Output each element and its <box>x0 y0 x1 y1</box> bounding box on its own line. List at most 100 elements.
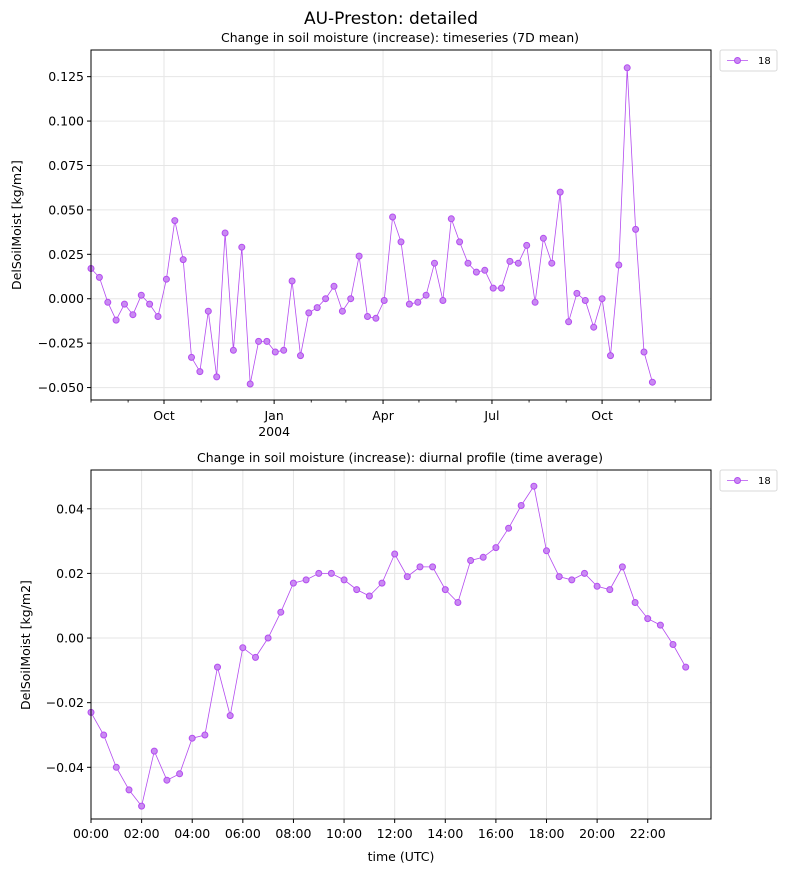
data-point <box>150 747 158 755</box>
data-point <box>573 289 581 297</box>
data-point <box>229 346 237 354</box>
data-point <box>590 323 598 331</box>
data-point <box>129 311 137 319</box>
data-point <box>277 608 285 616</box>
x-tick-label: 04:00 <box>174 826 210 841</box>
x-tick-label: 14:00 <box>427 826 463 841</box>
diurnal-legend: 18 <box>719 469 778 492</box>
data-point <box>618 563 626 571</box>
data-point <box>543 547 550 555</box>
x-tick-label: 20:00 <box>579 826 615 841</box>
diurnal-ylabel: DelSoilMoist [kg/m2] <box>18 580 33 710</box>
diurnal-xlabel: time (UTC) <box>368 849 435 864</box>
data-point <box>403 573 411 581</box>
data-point <box>221 229 229 237</box>
data-point <box>565 318 573 326</box>
y-tick-label: 0.000 <box>48 291 84 306</box>
data-point <box>347 295 355 303</box>
data-point <box>389 213 397 221</box>
data-point <box>598 295 606 303</box>
data-point <box>288 277 296 285</box>
data-point <box>623 64 631 72</box>
data-point <box>431 259 438 267</box>
y-tick-label: 0.125 <box>48 69 84 84</box>
data-point <box>252 653 259 661</box>
y-tick-label: −0.02 <box>46 695 84 710</box>
data-point <box>555 573 563 581</box>
diurnal-line <box>90 485 687 808</box>
data-point <box>255 337 263 345</box>
data-point <box>179 256 187 264</box>
data-point <box>137 291 145 299</box>
timeseries-series <box>87 64 656 388</box>
y-tick-label: 0.100 <box>48 114 84 129</box>
data-point <box>239 644 247 652</box>
data-point <box>214 663 221 671</box>
x-tick-label: 16:00 <box>478 826 514 841</box>
y-tick-label: 0.04 <box>56 501 84 516</box>
data-point <box>439 297 447 304</box>
diurnal-axes-frame <box>90 469 712 820</box>
data-point <box>355 252 363 260</box>
legend-label: 18 <box>758 56 771 67</box>
data-point <box>429 563 437 571</box>
diurnal-subtitle: Change in soil moisture (increase): diur… <box>197 450 603 465</box>
data-point <box>456 238 464 246</box>
data-point <box>656 621 664 629</box>
data-point <box>365 592 373 600</box>
data-point <box>171 217 179 225</box>
data-point <box>95 273 103 281</box>
data-point <box>213 373 221 381</box>
data-point <box>531 298 539 306</box>
y-tick-label: 0.00 <box>56 631 84 646</box>
data-point <box>682 663 690 671</box>
data-point <box>548 259 556 267</box>
y-tick-label: −0.050 <box>38 380 84 395</box>
y-tick-label: 0.075 <box>48 158 84 173</box>
data-point <box>104 298 112 306</box>
data-point <box>201 731 209 739</box>
timeseries-grid <box>91 50 711 400</box>
data-point <box>146 300 154 308</box>
x-tick-label: 08:00 <box>275 826 311 841</box>
y-tick-label: −0.04 <box>46 760 84 775</box>
x-tick-year-label: 2004 <box>258 424 290 439</box>
timeseries-chart: Change in soil moisture (increase): time… <box>9 30 778 439</box>
legend-marker <box>734 477 741 484</box>
data-point <box>648 378 656 386</box>
data-point <box>405 300 413 308</box>
data-point <box>607 352 614 360</box>
data-point <box>479 553 487 561</box>
data-point <box>632 225 640 233</box>
data-point <box>305 309 313 317</box>
data-point <box>327 569 335 577</box>
data-point <box>539 234 547 242</box>
data-point <box>162 275 170 283</box>
data-point <box>416 563 424 571</box>
legend-label: 18 <box>758 476 771 487</box>
y-tick-label: −0.025 <box>38 336 84 351</box>
timeseries-ylabel: DelSoilMoist [kg/m2] <box>9 160 24 290</box>
data-point <box>315 569 323 577</box>
data-point <box>112 316 120 324</box>
data-point <box>530 482 538 490</box>
data-point <box>112 763 120 771</box>
data-point <box>568 576 576 584</box>
data-point <box>188 353 195 361</box>
x-tick-label: 02:00 <box>124 826 160 841</box>
legend-box <box>719 469 778 492</box>
data-point <box>441 586 449 594</box>
y-tick-label: 0.02 <box>56 566 84 581</box>
data-point <box>280 346 288 354</box>
data-point <box>125 786 133 794</box>
data-point <box>514 259 522 267</box>
y-tick-label: 0.050 <box>48 202 84 217</box>
data-point <box>121 300 128 308</box>
x-tick-label: 12:00 <box>377 826 413 841</box>
data-point <box>226 712 234 720</box>
data-point <box>330 282 338 290</box>
data-point <box>467 557 475 564</box>
data-point <box>422 291 430 299</box>
data-point <box>581 297 589 304</box>
data-point <box>353 586 361 594</box>
